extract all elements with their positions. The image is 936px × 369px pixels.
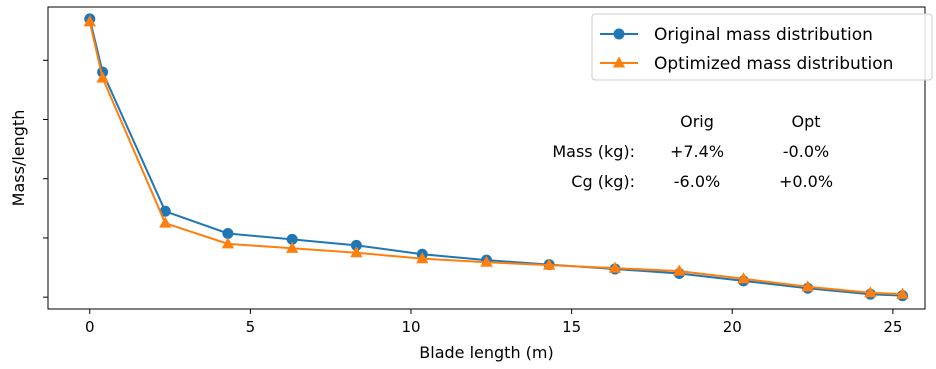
data-point bbox=[673, 264, 686, 276]
x-axis-label: Blade length (m) bbox=[419, 343, 553, 362]
axes: 0 5 10 15 20 25 Blade length (m) Mass/length bbox=[9, 59, 902, 362]
data-point bbox=[801, 280, 814, 292]
data-point bbox=[159, 205, 171, 217]
data-point bbox=[896, 287, 909, 299]
data-point bbox=[286, 233, 298, 245]
legend-label: Original mass distribution bbox=[654, 25, 873, 45]
legend-marker bbox=[612, 56, 626, 68]
data-point bbox=[222, 228, 234, 239]
annotation-value: +7.4% bbox=[670, 142, 724, 161]
data-point bbox=[480, 255, 493, 267]
data-point bbox=[83, 15, 96, 27]
stats-annotation: Orig Opt Mass (kg): +7.4% -0.0% Cg (kg): -6.0%… bbox=[552, 112, 833, 191]
data-point bbox=[350, 239, 362, 251]
annotation-value: +0.0% bbox=[779, 172, 833, 191]
data-point bbox=[542, 258, 556, 270]
axes-frame bbox=[47, 6, 926, 310]
data-point bbox=[159, 216, 172, 228]
data-point bbox=[608, 261, 622, 273]
data-point bbox=[416, 252, 429, 264]
annotation-row-label: Cg (kg): bbox=[571, 172, 635, 191]
series-optimized bbox=[83, 15, 909, 299]
annotation-header: Orig bbox=[680, 112, 714, 131]
x-tick-label: 20 bbox=[723, 318, 742, 336]
annotation-header: Opt bbox=[791, 112, 820, 131]
annotation-value: -6.0% bbox=[674, 172, 720, 191]
data-point bbox=[350, 246, 363, 258]
data-point bbox=[96, 71, 109, 83]
legend: Original mass distribution Optimized mass… bbox=[591, 13, 933, 81]
x-tick-label: 10 bbox=[401, 318, 420, 336]
y-axis-label: Mass/length bbox=[9, 110, 28, 207]
x-tick-label: 25 bbox=[883, 318, 902, 336]
legend-marker bbox=[613, 28, 625, 40]
legend-box bbox=[591, 13, 933, 81]
plot-area bbox=[47, 6, 926, 310]
data-point bbox=[864, 286, 877, 298]
x-tick-label: 5 bbox=[246, 318, 256, 336]
series-layer bbox=[83, 13, 909, 302]
data-point bbox=[737, 272, 750, 284]
x-tick-label: 0 bbox=[85, 318, 95, 336]
annotation-value: -0.0% bbox=[783, 142, 829, 161]
x-tick-label: 15 bbox=[562, 318, 581, 336]
legend-label: Optimized mass distribution bbox=[654, 54, 893, 74]
data-point bbox=[221, 237, 235, 249]
annotation-row-label: Mass (kg): bbox=[552, 142, 635, 161]
data-point bbox=[285, 241, 299, 253]
